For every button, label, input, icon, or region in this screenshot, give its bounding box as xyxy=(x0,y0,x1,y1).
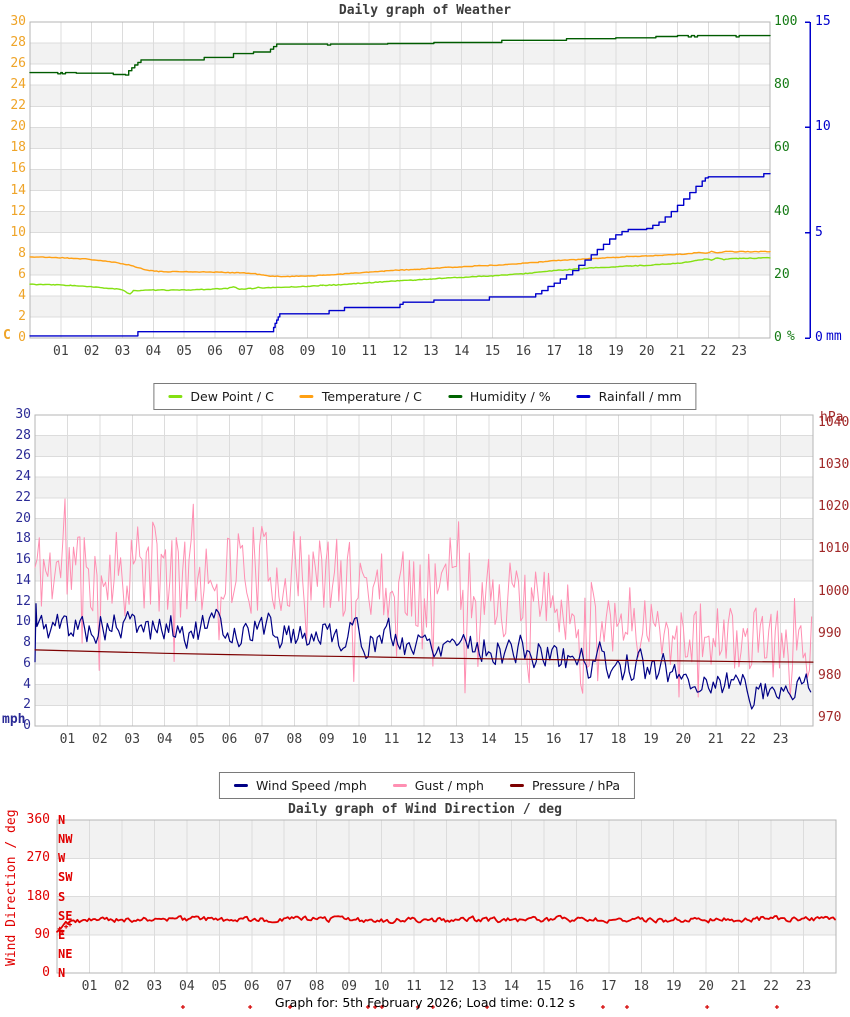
legend-label: Rainfall / mm xyxy=(598,389,682,404)
humidity-line xyxy=(29,34,771,76)
bottom-mark-icon xyxy=(379,1005,384,1009)
chart-title-weather: Daily graph of Weather xyxy=(338,3,512,18)
pressure-line xyxy=(34,649,814,663)
legend-item-wind-speed: Wind Speed /mph xyxy=(233,778,367,793)
legend-item-rainfall: Rainfall / mm xyxy=(576,389,682,404)
wind_direction-line xyxy=(56,914,836,933)
rainfall-swatch-icon xyxy=(576,395,591,398)
wind_direction_outliers-marker xyxy=(60,929,65,934)
gust-swatch-icon xyxy=(392,784,407,787)
bottom-mark-icon xyxy=(415,1005,420,1009)
bottom-mark-icon xyxy=(365,1005,370,1009)
bottom-mark-icon xyxy=(373,1005,378,1009)
bottom-mark-icon xyxy=(774,1005,779,1009)
legend-wind: Wind Speed /mph Gust / mph Pressure / hP… xyxy=(218,772,636,799)
legend-item-humidity: Humidity / % xyxy=(447,389,551,404)
legend-item-pressure: Pressure / hPa xyxy=(509,778,621,793)
chart-title-wind-direction: Daily graph of Wind Direction / deg xyxy=(288,802,562,817)
wind_direction_outliers-marker xyxy=(67,922,72,927)
legend-label: Wind Speed /mph xyxy=(255,778,367,793)
legend-label: Dew Point / C xyxy=(190,389,274,404)
legend-item-dew-point: Dew Point / C xyxy=(168,389,274,404)
legend-label: Gust / mph xyxy=(414,778,484,793)
bottom-mark-icon xyxy=(600,1005,605,1009)
bottom-mark-icon xyxy=(430,1005,435,1009)
humidity-swatch-icon xyxy=(447,395,462,398)
bottom-mark-icon xyxy=(288,1005,293,1009)
bottom-mark-icon xyxy=(485,1005,490,1009)
bottom-mark-icon xyxy=(624,1005,629,1009)
bottom-mark-icon xyxy=(180,1005,185,1009)
wind_direction_outliers-marker xyxy=(57,926,62,931)
temperature-swatch-icon xyxy=(299,395,314,398)
gust-line xyxy=(34,498,813,698)
legend-item-temperature: Temperature / C xyxy=(299,389,422,404)
rainfall-line xyxy=(29,173,771,337)
wind_direction_outliers-marker xyxy=(64,924,69,929)
legend-weather: Dew Point / C Temperature / C Humidity /… xyxy=(153,383,697,410)
legend-label: Temperature / C xyxy=(321,389,422,404)
wind-speed-swatch-icon xyxy=(233,784,248,787)
temperature-line xyxy=(29,250,771,278)
wind_speed-line xyxy=(34,603,812,710)
legend-label: Humidity / % xyxy=(469,389,551,404)
bottom-mark-icon xyxy=(705,1005,710,1009)
bottom-mark-icon xyxy=(248,1005,253,1009)
dew_point-line xyxy=(29,256,771,295)
graph-footer-text: Graph for: 5th February 2026; Load time:… xyxy=(274,995,576,1010)
legend-label: Pressure / hPa xyxy=(531,778,621,793)
dew-point-swatch-icon xyxy=(168,395,183,398)
pressure-swatch-icon xyxy=(509,784,524,787)
legend-item-gust: Gust / mph xyxy=(392,778,484,793)
